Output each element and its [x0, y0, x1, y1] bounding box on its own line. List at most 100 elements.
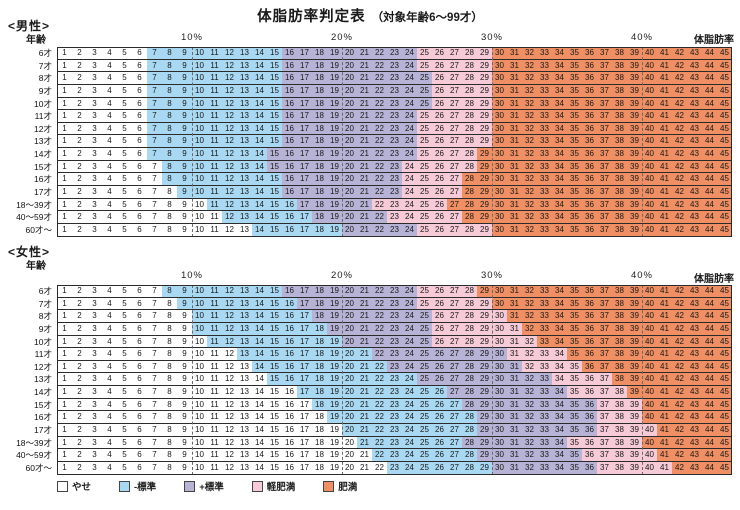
cell: 1 — [57, 436, 72, 449]
cell: 11 — [207, 59, 222, 72]
cell: 19 — [327, 84, 342, 97]
cell: 32 — [522, 436, 537, 449]
cell: 37 — [597, 135, 612, 148]
cell: 38 — [612, 398, 627, 411]
cell: 44 — [702, 186, 717, 198]
cell: 28 — [462, 360, 477, 373]
cell: 17 — [297, 186, 312, 198]
cell: 12 — [222, 223, 237, 236]
cell: 25 — [417, 436, 432, 449]
cell: 3 — [87, 310, 102, 322]
row-age-label: 7才 — [38, 60, 52, 71]
cell: 39 — [627, 122, 642, 135]
cell: 41 — [657, 424, 672, 436]
cell: 32 — [522, 398, 537, 411]
cell: 25 — [417, 160, 432, 173]
cell: 17 — [297, 461, 312, 474]
cell: 29 — [477, 173, 492, 186]
cell: 12 — [222, 173, 237, 186]
cell: 31 — [507, 386, 522, 398]
cell: 11 — [207, 373, 222, 386]
cell: 30 — [492, 47, 507, 59]
cell: 7 — [147, 59, 162, 72]
cell: 13 — [237, 97, 252, 110]
cell: 1 — [57, 285, 72, 297]
cell: 11 — [207, 110, 222, 122]
cell: 5 — [117, 72, 132, 84]
cell: 20 — [342, 297, 357, 310]
cell: 25 — [417, 360, 432, 373]
cell: 38 — [612, 322, 627, 335]
cell: 36 — [582, 461, 597, 474]
cell: 22 — [372, 335, 387, 348]
cell: 24 — [402, 84, 417, 97]
cell: 45 — [717, 211, 732, 223]
cell: 36 — [582, 223, 597, 236]
female-table: 6才 1 2 3 4 5 6 7 8 9 10 11 12 13 14 15 16 17 18 19 20 21 22 23 2… — [0, 285, 732, 475]
cell: 15 — [267, 360, 282, 373]
cell: 23 — [387, 59, 402, 72]
cell: 9 — [177, 348, 192, 360]
cell: 13 — [237, 59, 252, 72]
legend-swatch-2 — [184, 480, 196, 492]
cell: 14 — [252, 436, 267, 449]
cell: 23 — [387, 386, 402, 398]
cell: 26 — [432, 285, 447, 297]
cell: 6 — [132, 436, 147, 449]
cell: 39 — [627, 110, 642, 122]
cell: 37 — [597, 122, 612, 135]
cell: 19 — [327, 59, 342, 72]
cell: 26 — [432, 97, 447, 110]
cell: 28 — [462, 110, 477, 122]
cell: 40 — [642, 84, 657, 97]
cell: 1 — [57, 297, 72, 310]
cell: 8 — [162, 411, 177, 424]
cell: 44 — [702, 72, 717, 84]
cell: 32 — [522, 72, 537, 84]
cell: 36 — [582, 97, 597, 110]
cell: 3 — [87, 148, 102, 160]
cell: 17 — [297, 72, 312, 84]
cell: 6 — [132, 360, 147, 373]
cell: 4 — [102, 360, 117, 373]
cell: 5 — [117, 160, 132, 173]
cell: 27 — [447, 449, 462, 461]
cell: 37 — [597, 110, 612, 122]
cell: 41 — [657, 47, 672, 59]
cell: 2 — [72, 310, 87, 322]
cell: 39 — [627, 335, 642, 348]
cell: 3 — [87, 186, 102, 198]
cell: 4 — [102, 348, 117, 360]
cell: 29 — [477, 386, 492, 398]
cell: 3 — [87, 173, 102, 186]
cell: 15 — [267, 211, 282, 223]
cell: 12 — [222, 348, 237, 360]
cell: 11 — [207, 97, 222, 110]
cell: 18 — [312, 322, 327, 335]
table-row: 7才 1 2 3 4 5 6 7 8 9 10 11 12 13 14 15 16 17 18 19 20 21 22 23 2… — [0, 59, 732, 73]
cell: 15 — [267, 59, 282, 72]
cell: 28 — [462, 411, 477, 424]
cell: 36 — [582, 198, 597, 211]
female-bodyfat-header: 体脂肪率 — [694, 274, 734, 285]
cell: 40 — [642, 135, 657, 148]
cell: 14 — [252, 173, 267, 186]
row-age-label: 14才 — [34, 149, 52, 160]
cell: 32 — [522, 411, 537, 424]
cell: 2 — [72, 97, 87, 110]
row-cells: 1 2 3 4 5 6 7 8 9 10 11 12 13 14 15 16 17 18 19 20 21 22 23 24 2… — [57, 411, 732, 425]
cell: 36 — [582, 122, 597, 135]
cell: 18 — [312, 211, 327, 223]
cell: 29 — [477, 223, 492, 236]
cell: 1 — [57, 84, 72, 97]
cell: 3 — [87, 335, 102, 348]
cell: 13 — [237, 360, 252, 373]
female-percent-tick-30: 30% — [480, 270, 504, 281]
cell: 43 — [687, 148, 702, 160]
cell: 13 — [237, 160, 252, 173]
cell: 45 — [717, 411, 732, 424]
cell: 35 — [567, 373, 582, 386]
cell: 6 — [132, 186, 147, 198]
table-row: 40〜59才 1 2 3 4 5 6 7 8 9 10 11 12 13 14 15 16 17 18 19 20 21 2… — [0, 211, 732, 224]
cell: 37 — [597, 97, 612, 110]
